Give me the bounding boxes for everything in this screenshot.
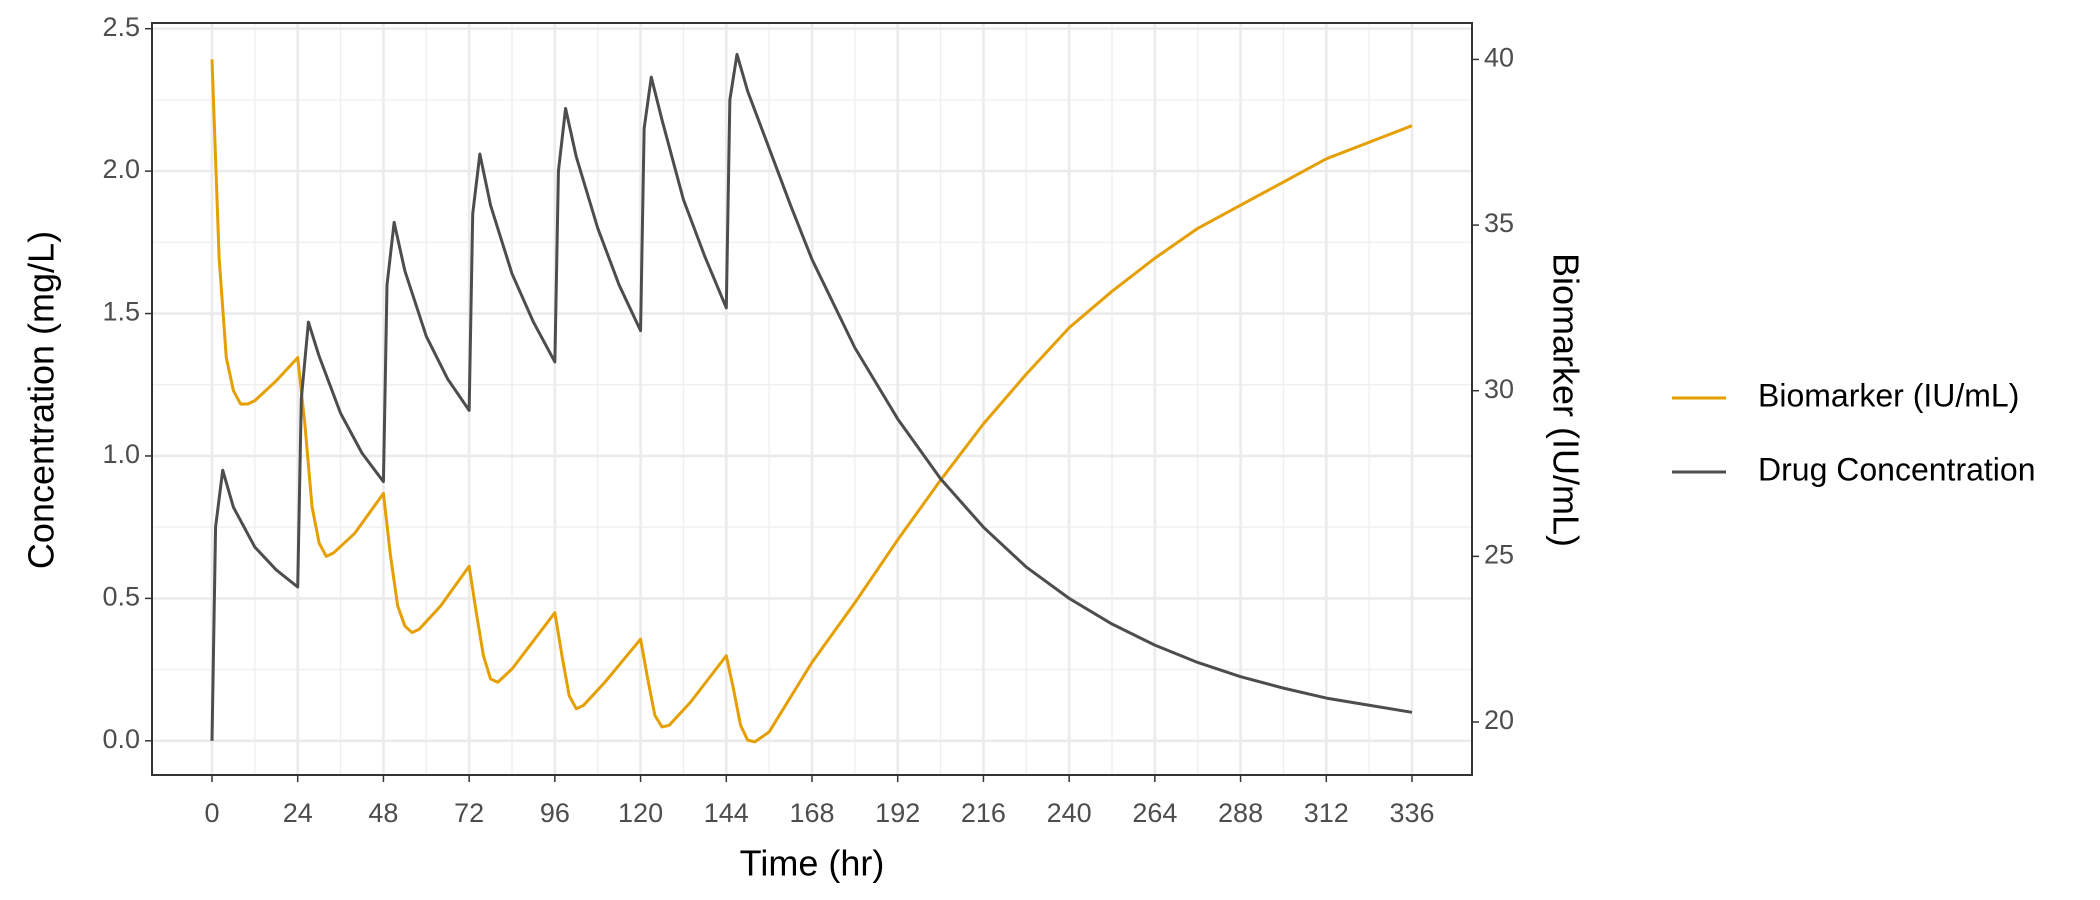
x-tick-label: 144 bbox=[704, 798, 749, 828]
plot-border bbox=[151, 22, 1473, 776]
x-tick-label: 312 bbox=[1304, 798, 1349, 828]
y-axis-title: Concentration (mg/L) bbox=[21, 231, 62, 569]
x-tick-label: 120 bbox=[618, 798, 663, 828]
y2-axis-title: Biomarker (IU/mL) bbox=[1545, 253, 1586, 547]
x-tick-label: 216 bbox=[961, 798, 1006, 828]
series-line bbox=[210, 52, 1413, 741]
y-tick-label: 0.0 bbox=[102, 724, 140, 754]
x-tick-label: 96 bbox=[540, 798, 570, 828]
x-tick-label: 0 bbox=[204, 798, 219, 828]
y2-tick-label: 35 bbox=[1484, 208, 1514, 238]
legend-label: Drug Concentration bbox=[1758, 451, 2035, 487]
y-tick-label: 2.5 bbox=[102, 12, 140, 42]
y-tick-label: 1.0 bbox=[102, 439, 140, 469]
x-tick-label: 240 bbox=[1047, 798, 1092, 828]
x-tick-label: 336 bbox=[1389, 798, 1434, 828]
x-tick-label: 192 bbox=[875, 798, 920, 828]
x-tick-label: 24 bbox=[283, 798, 313, 828]
y2-tick-label: 25 bbox=[1484, 539, 1514, 569]
series-line bbox=[210, 59, 1413, 744]
y2-tick-label: 20 bbox=[1484, 705, 1514, 735]
y2-tick-label: 40 bbox=[1484, 43, 1514, 73]
x-tick-label: 72 bbox=[454, 798, 484, 828]
x-tick-label: 288 bbox=[1218, 798, 1263, 828]
y2-tick-label: 30 bbox=[1484, 374, 1514, 404]
x-tick-label: 264 bbox=[1132, 798, 1177, 828]
x-tick-label: 168 bbox=[789, 798, 834, 828]
y-tick-label: 0.5 bbox=[102, 582, 140, 612]
x-tick-label: 48 bbox=[368, 798, 398, 828]
y-tick-label: 1.5 bbox=[102, 297, 140, 327]
x-axis-title: Time (hr) bbox=[740, 843, 885, 884]
y-tick-label: 2.0 bbox=[102, 154, 140, 184]
legend-label: Biomarker (IU/mL) bbox=[1758, 377, 2019, 413]
